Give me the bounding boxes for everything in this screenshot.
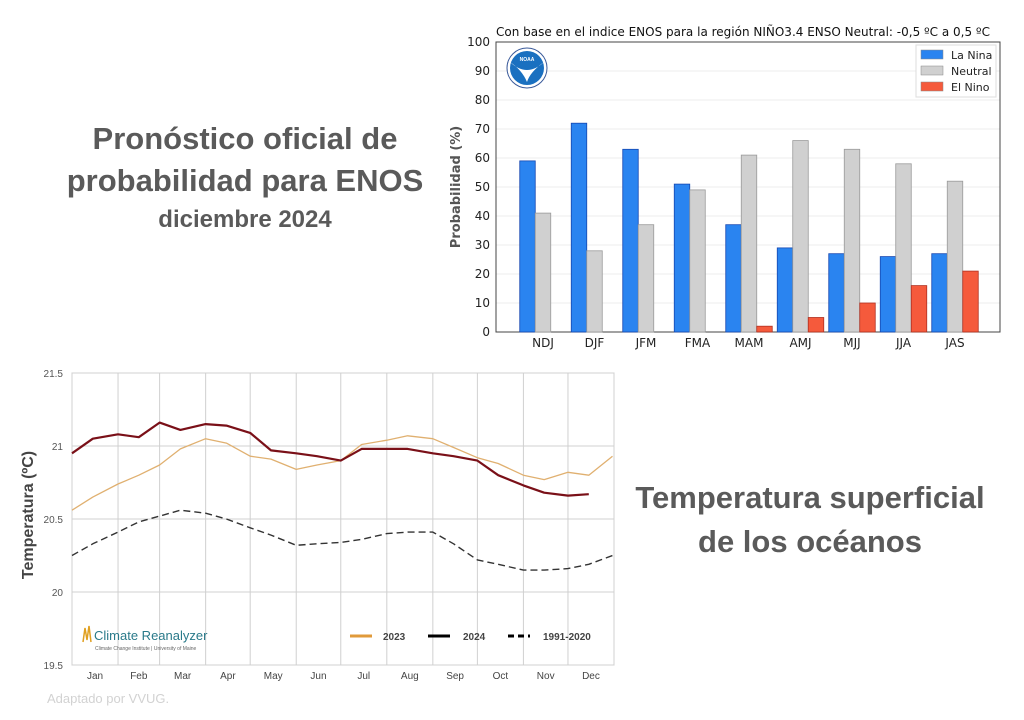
x-tick-label: Jun [310, 671, 326, 682]
bar-neutral [740, 154, 758, 333]
x-tick-label: JAS [944, 336, 964, 350]
logo-bird-icon [510, 62, 544, 82]
logo-text: NOAA [520, 57, 535, 63]
y-tick-label: 0 [482, 325, 490, 339]
y-tick-label: 21.5 [44, 369, 64, 380]
legend-swatch [920, 81, 944, 92]
x-tick-label: May [264, 671, 283, 682]
x-tick-label: AMJ [789, 336, 811, 350]
legend-swatch [920, 49, 944, 60]
bar-neutral [792, 140, 809, 333]
y-tick-label: 20 [52, 588, 64, 599]
bar-el-nino [807, 317, 825, 333]
bar-el-nino [859, 302, 876, 333]
y-tick-label: 10 [475, 296, 490, 310]
noaa-logo: NOAA [506, 47, 548, 89]
y-tick-label: 19.5 [44, 661, 64, 672]
legend-label: 1991-2020 [543, 632, 591, 643]
x-tick-label: JJA [895, 336, 912, 350]
climate-reanalyzer-subtitle: Climate Change Institute | University of… [95, 646, 197, 652]
sst-headline: Temperatura superficial de los océanos [620, 476, 1000, 564]
legend-label: La Nina [951, 49, 992, 62]
x-tick-label: Sep [446, 671, 464, 682]
legend-swatch [920, 65, 944, 76]
legend-label: 2024 [463, 632, 486, 643]
bar-neutral [895, 163, 912, 333]
bar-el-nino [962, 270, 979, 333]
y-tick-label: 30 [475, 238, 490, 252]
x-tick-label: Dec [582, 671, 600, 682]
x-tick-label: Jan [87, 671, 103, 682]
headline-line-3: diciembre 2024 [158, 206, 332, 233]
bar-la-nina [570, 122, 588, 333]
legend-label: 2023 [383, 632, 406, 643]
y-axis-title: Probabilidad (%) [449, 126, 464, 248]
x-tick-label: NDJ [532, 336, 554, 350]
x-tick-label: Jul [357, 671, 370, 682]
series-line-2024 [71, 421, 589, 497]
x-tick-label: JFM [635, 336, 657, 350]
y-tick-label: 50 [475, 180, 490, 194]
bar-neutral [946, 180, 964, 333]
x-tick-label: MAM [735, 336, 764, 350]
y-tick-label: 100 [467, 35, 490, 49]
x-tick-label: Oct [493, 671, 509, 682]
x-tick-label: Nov [537, 671, 555, 682]
y-tick-label: 90 [475, 64, 490, 78]
chart-title: Con base en el indice ENOS para la regió… [496, 24, 990, 39]
bar-neutral [586, 250, 603, 333]
y-tick-label: 21 [52, 442, 64, 453]
logo-circle [510, 51, 544, 85]
legend-label: El Nino [951, 81, 990, 94]
y-tick-label: 20.5 [44, 515, 64, 526]
bar-neutral [689, 189, 706, 333]
headline-line-2: de los océanos [698, 524, 922, 559]
bar-neutral [843, 148, 861, 333]
y-tick-label: 20 [475, 267, 490, 281]
x-tick-label: MJJ [843, 336, 860, 350]
x-tick-label: Feb [130, 671, 148, 682]
y-tick-label: 80 [475, 93, 490, 107]
x-tick-label: DJF [585, 336, 605, 350]
bar-neutral [637, 224, 655, 333]
x-tick-label: Apr [220, 671, 236, 682]
bar-neutral [534, 212, 552, 333]
headline-line-1: Temperatura superficial [635, 480, 985, 515]
headline-line-2: probabilidad para ENOS [66, 163, 424, 198]
y-tick-label: 40 [475, 209, 490, 223]
climate-reanalyzer-logo-icon [82, 625, 92, 643]
y-tick-label: 60 [475, 151, 490, 165]
legend-label: Neutral [951, 65, 992, 78]
x-tick-label: FMA [685, 336, 711, 350]
enso-forecast-headline: Pronóstico oficial de probabilidad para … [40, 118, 450, 238]
series-line-1991-2020 [71, 509, 613, 571]
y-axis-title: Temperatura (ºC) [20, 451, 37, 579]
credit-text: Adaptado por VVUG. [47, 691, 170, 706]
bar-el-nino [910, 285, 928, 333]
headline-line-1: Pronóstico oficial de [92, 121, 398, 156]
x-tick-label: Mar [174, 671, 192, 682]
x-tick-label: Aug [401, 671, 419, 682]
climate-reanalyzer-logo: Climate Reanalyzer [94, 628, 208, 643]
y-tick-label: 70 [475, 122, 490, 136]
bar-el-nino [756, 325, 773, 333]
